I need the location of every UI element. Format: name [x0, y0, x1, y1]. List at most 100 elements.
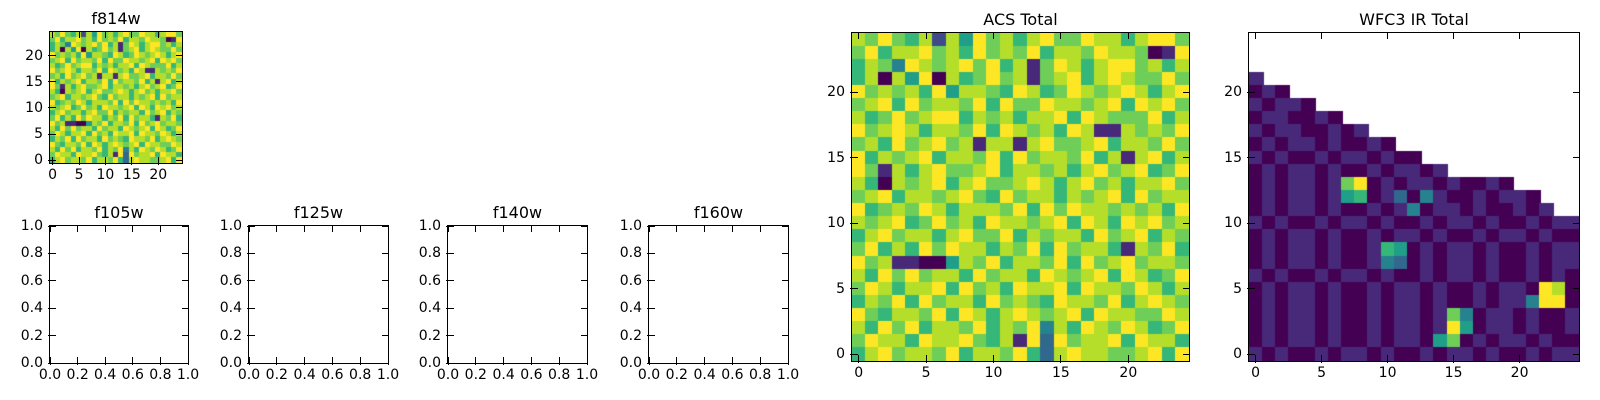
x-tick-top	[1255, 33, 1257, 39]
x-tick-top	[49, 226, 51, 232]
x-tick-label: 0.2	[665, 367, 688, 383]
x-tick-top	[1127, 33, 1129, 39]
plot-title-f814w: f814w	[91, 9, 141, 28]
x-tick-bottom	[248, 357, 250, 365]
x-tick-label: 0.8	[149, 367, 172, 383]
subplot-f140w: f140w 0.0 0.2 0.4 0.6 0.8 1.0 0.0 0.2 0.4 0.6 0.8 1…	[419, 205, 598, 383]
x-tick-label: 0.0	[38, 367, 62, 383]
x-tick-label: 0.4	[693, 367, 716, 383]
y-tick-right	[182, 252, 188, 254]
x-tick-label: 0.4	[293, 367, 316, 383]
x-tick-bottom	[104, 157, 106, 165]
x-tick-top	[276, 226, 278, 232]
x-tick-top	[331, 226, 333, 232]
y-tick-label: 1.0	[20, 218, 43, 234]
x-tick-label: 10	[984, 365, 1003, 381]
plot-title-f160w: f160w	[693, 203, 744, 222]
y-tick-right	[782, 307, 788, 309]
x-tick-bottom	[731, 357, 733, 365]
x-tick-top	[1321, 33, 1323, 39]
y-tick-label: 0.2	[219, 327, 242, 344]
x-tick-label: 1.0	[176, 367, 200, 383]
x-tick-top	[304, 226, 306, 232]
y-tick-right	[182, 225, 188, 227]
x-tick-label: 0.2	[265, 367, 288, 383]
y-tick-right	[182, 307, 188, 309]
x-tick-top	[676, 226, 678, 232]
x-tick-label: 0	[854, 365, 864, 381]
x-tick-label: 0.6	[321, 367, 344, 383]
x-tick-bottom	[648, 357, 650, 365]
y-tick-label: 0.6	[20, 272, 43, 289]
y-tick-label: 0.6	[418, 272, 441, 289]
y-tick-left	[48, 252, 56, 254]
y-tick-right	[382, 362, 388, 364]
y-tick-label: 15	[827, 149, 845, 166]
y-tick-left	[446, 362, 454, 364]
y-tick-label: 10	[827, 215, 845, 232]
y-tick-left	[446, 225, 454, 227]
subplot-f125w: f125w 0.0 0.2 0.4 0.6 0.8 1.0 0.0 0.2 0.4 0.6 0.8 1…	[220, 205, 399, 383]
x-tick-bottom	[503, 357, 505, 365]
y-tick-label: 0.8	[20, 245, 43, 262]
y-tick-right	[1183, 353, 1189, 355]
y-tick-left	[247, 335, 255, 337]
y-tick-right	[581, 335, 587, 337]
x-tick-label: 15	[1444, 365, 1463, 381]
y-tick-right	[382, 307, 388, 309]
x-tick-bottom	[159, 357, 161, 365]
x-tick-bottom	[1060, 355, 1062, 363]
plot-title-f140w: f140w	[492, 203, 543, 222]
y-tick-label: 0.0	[20, 355, 43, 371]
x-tick-bottom	[1321, 355, 1323, 363]
x-tick-top	[187, 226, 189, 232]
wfc3_ir_total-heatmap	[1249, 33, 1579, 361]
y-tick-label: 0.6	[619, 272, 642, 289]
x-tick-top	[925, 33, 927, 39]
x-tick-top	[993, 33, 995, 39]
x-tick-top	[248, 226, 250, 232]
y-tick-right	[1573, 91, 1579, 93]
acs_total-heatmap	[852, 33, 1189, 361]
x-tick-top	[648, 226, 650, 232]
f814w-heatmap	[50, 32, 182, 163]
y-tick-left	[850, 222, 858, 224]
y-tick-label: 15	[25, 73, 43, 90]
x-tick-bottom	[1387, 355, 1389, 363]
y-tick-right	[581, 252, 587, 254]
y-tick-label: 0.0	[219, 355, 242, 371]
x-tick-bottom	[1519, 355, 1521, 363]
y-tick-right	[382, 225, 388, 227]
x-tick-bottom	[530, 357, 532, 365]
x-tick-label: 0.6	[520, 367, 543, 383]
y-tick-label: 5	[1233, 280, 1242, 297]
x-tick-label: 1.0	[575, 367, 599, 383]
x-tick-top	[787, 226, 789, 232]
y-tick-right	[782, 362, 788, 364]
x-tick-top	[387, 226, 389, 232]
y-tick-left	[647, 335, 655, 337]
y-tick-right	[176, 55, 182, 57]
subplot-wfc3-ir-total: WFC3 IR Total 0 5 10 15 20 0 5 10 15 20	[1224, 12, 1580, 380]
y-tick-left	[247, 225, 255, 227]
y-tick-left	[48, 81, 56, 83]
y-tick-left	[48, 362, 56, 364]
y-tick-label: 5	[836, 280, 845, 297]
x-tick-top	[104, 226, 106, 232]
y-tick-label: 5	[34, 126, 43, 143]
x-tick-top	[132, 226, 134, 232]
y-tick-right	[581, 225, 587, 227]
y-tick-label: 0	[836, 346, 845, 363]
y-tick-right	[382, 335, 388, 337]
x-tick-bottom	[331, 357, 333, 365]
y-tick-label: 0.4	[619, 300, 642, 317]
y-tick-left	[647, 307, 655, 309]
x-tick-top	[731, 226, 733, 232]
y-tick-right	[782, 225, 788, 227]
x-tick-top	[558, 226, 560, 232]
y-tick-label: 0.8	[418, 245, 441, 262]
x-tick-top	[157, 32, 159, 38]
x-tick-bottom	[586, 357, 588, 365]
plot-title-wfc3-ir-total: WFC3 IR Total	[1359, 10, 1469, 29]
y-tick-right	[382, 280, 388, 282]
